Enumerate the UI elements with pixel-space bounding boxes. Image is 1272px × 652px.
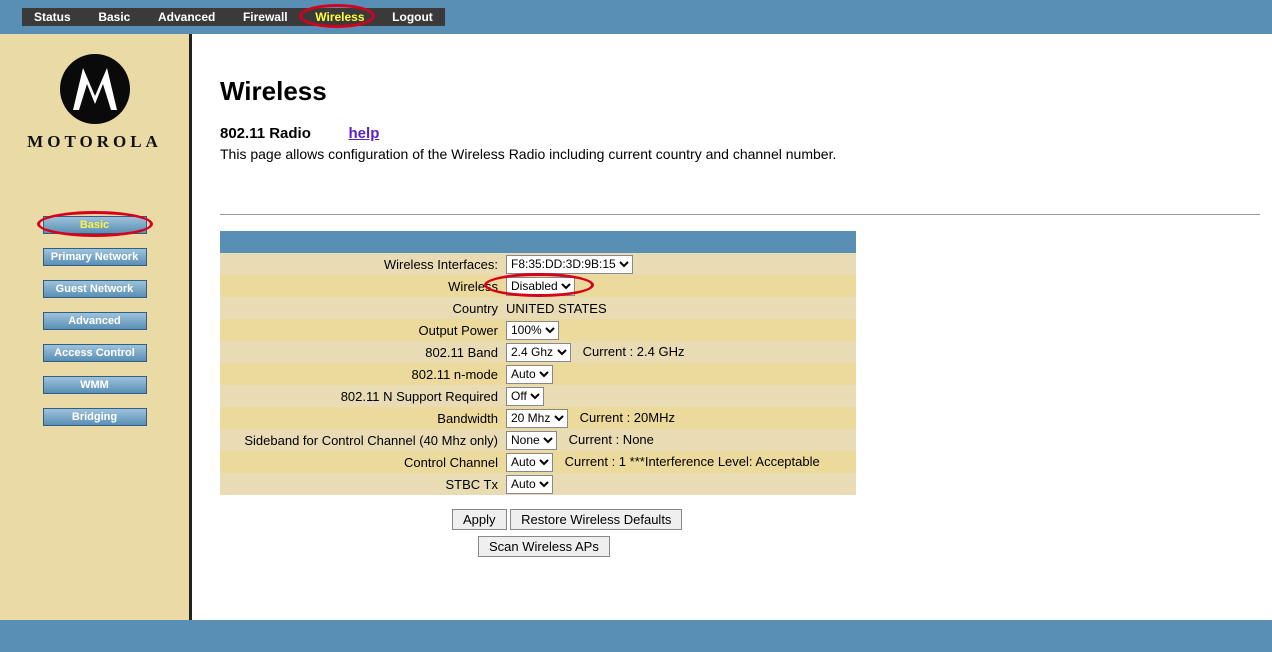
sidebar-item-guest-network[interactable]: Guest Network [43, 280, 147, 298]
page-description: This page allows configuration of the Wi… [220, 146, 1260, 162]
divider [220, 214, 1260, 215]
top-nav: Status Basic Advanced Firewall Wireless … [22, 8, 445, 26]
label-country: Country [220, 297, 502, 319]
brand-text: MOTOROLA [0, 132, 189, 152]
sidebar-item-access-control[interactable]: Access Control [43, 344, 147, 362]
label-n-support: 802.11 N Support Required [220, 385, 502, 407]
sidebar: MOTOROLA Basic Primary Network Guest Net… [0, 34, 192, 620]
label-stbc: STBC Tx [220, 473, 502, 495]
logo: MOTOROLA [0, 54, 189, 152]
motorola-logo-icon [60, 54, 130, 124]
row-control-channel: Control Channel Auto Current : 1 ***Inte… [220, 451, 856, 473]
select-stbc[interactable]: Auto [506, 475, 553, 494]
sidebar-item-bridging[interactable]: Bridging [43, 408, 147, 426]
page-title: Wireless [220, 76, 1260, 107]
select-wireless-interfaces[interactable]: F8:35:DD:3D:9B:15 [506, 255, 633, 274]
select-bandwidth[interactable]: 20 Mhz [506, 409, 568, 428]
sidebar-item-basic[interactable]: Basic [43, 216, 147, 234]
value-country: UNITED STATES [502, 297, 856, 319]
row-stbc: STBC Tx Auto [220, 473, 856, 495]
value-band-current: Current : 2.4 GHz [583, 344, 685, 359]
main-content: Wireless 802.11 Radio help This page all… [192, 34, 1272, 620]
label-wireless: Wireless [220, 275, 502, 297]
nav-wireless-label: Wireless [315, 10, 364, 24]
row-wireless: Wireless Disabled [220, 275, 856, 297]
help-link[interactable]: help [349, 125, 380, 142]
select-output-power[interactable]: 100% [506, 321, 559, 340]
label-control-channel: Control Channel [220, 451, 502, 473]
apply-button[interactable]: Apply [452, 509, 507, 530]
select-nmode[interactable]: Auto [506, 365, 553, 384]
nav-firewall[interactable]: Firewall [231, 8, 300, 26]
label-bandwidth: Bandwidth [220, 407, 502, 429]
row-nmode: 802.11 n-mode Auto [220, 363, 856, 385]
row-output-power: Output Power 100% [220, 319, 856, 341]
sidebar-item-primary-network[interactable]: Primary Network [43, 248, 147, 266]
section-title: 802.11 Radio [220, 125, 311, 142]
label-nmode: 802.11 n-mode [220, 363, 502, 385]
row-sideband: Sideband for Control Channel (40 Mhz onl… [220, 429, 856, 451]
label-band: 802.11 Band [220, 341, 502, 363]
label-output-power: Output Power [220, 319, 502, 341]
select-sideband[interactable]: None [506, 431, 557, 450]
row-wireless-interfaces: Wireless Interfaces: F8:35:DD:3D:9B:15 [220, 253, 856, 275]
label-wireless-interfaces: Wireless Interfaces: [220, 253, 502, 275]
table-header-bar [220, 231, 856, 253]
footer-bar [0, 620, 1272, 652]
settings-table: Wireless Interfaces: F8:35:DD:3D:9B:15 W… [220, 231, 856, 495]
row-country: Country UNITED STATES [220, 297, 856, 319]
select-band[interactable]: 2.4 Ghz [506, 343, 571, 362]
nav-basic[interactable]: Basic [86, 8, 142, 26]
select-n-support[interactable]: Off [506, 387, 544, 406]
nav-advanced[interactable]: Advanced [146, 8, 227, 26]
value-bandwidth-current: Current : 20MHz [580, 410, 675, 425]
scan-aps-button[interactable]: Scan Wireless APs [478, 536, 610, 557]
row-bandwidth: Bandwidth 20 Mhz Current : 20MHz [220, 407, 856, 429]
row-n-support: 802.11 N Support Required Off [220, 385, 856, 407]
nav-status[interactable]: Status [22, 8, 83, 26]
row-band: 802.11 Band 2.4 Ghz Current : 2.4 GHz [220, 341, 856, 363]
sidebar-item-advanced[interactable]: Advanced [43, 312, 147, 330]
select-control-channel[interactable]: Auto [506, 453, 553, 472]
value-control-channel-current: Current : 1 ***Interference Level: Accep… [565, 454, 820, 469]
select-wireless[interactable]: Disabled [506, 277, 575, 296]
label-sideband: Sideband for Control Channel (40 Mhz onl… [220, 429, 502, 451]
value-sideband-current: Current : None [569, 432, 654, 447]
nav-wireless[interactable]: Wireless [303, 8, 376, 26]
restore-button[interactable]: Restore Wireless Defaults [510, 509, 682, 530]
top-bar: Status Basic Advanced Firewall Wireless … [0, 0, 1272, 34]
sidebar-item-wmm[interactable]: WMM [43, 376, 147, 394]
nav-logout[interactable]: Logout [380, 8, 445, 26]
